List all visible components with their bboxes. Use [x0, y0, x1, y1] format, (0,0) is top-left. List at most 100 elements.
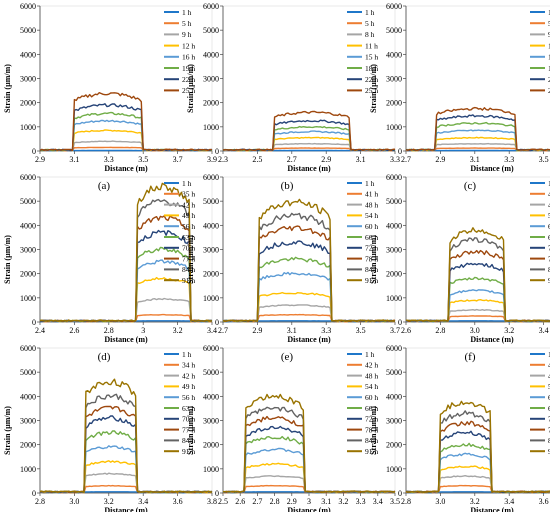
legend-entry: 84 h	[548, 436, 550, 445]
x-tick-label: 3.1	[470, 155, 480, 164]
legend-entry: 25 h	[182, 86, 195, 95]
legend-entry: 54 h	[548, 382, 550, 391]
y-tick-label: 4000	[203, 392, 219, 401]
legend-entry: 5 h	[365, 19, 375, 28]
x-tick-label: 2.9	[321, 155, 331, 164]
y-tick-label: 3000	[20, 417, 36, 426]
x-tick-label: 3.6	[539, 497, 549, 506]
legend-entry: 78 h	[548, 425, 550, 434]
x-axis-label: Distance (m)	[104, 506, 148, 512]
y-tick-label: 6000	[20, 344, 36, 353]
y-tick-label: 0	[215, 489, 219, 498]
series-line	[222, 475, 396, 494]
legend-entry: 48 h	[548, 200, 550, 209]
x-tick-label: 3.6	[173, 497, 183, 506]
legend-entry: 91 h	[365, 276, 378, 285]
y-tick-label: 2000	[386, 99, 402, 108]
series-line	[405, 400, 550, 493]
legend-entry: 91 h	[182, 447, 195, 456]
legend-entry: 77 h	[182, 425, 195, 434]
y-tick-label: 0	[32, 489, 36, 498]
x-tick-label: 3.3	[321, 326, 331, 335]
legend-entry: 1 h	[365, 350, 375, 359]
x-tick-label: 3	[307, 497, 311, 506]
series-line	[39, 119, 213, 152]
series-line	[405, 410, 550, 493]
series-line	[39, 297, 213, 323]
legend-entry: 72 h	[365, 244, 378, 253]
legend-entry: 1 h	[365, 179, 375, 188]
x-tick-label: 3.9	[207, 155, 217, 164]
series-line	[405, 114, 550, 152]
legend-entry: 42 h	[548, 361, 550, 370]
y-tick-label: 3000	[386, 75, 402, 84]
y-tick-label: 2000	[203, 99, 219, 108]
series-line	[39, 182, 213, 322]
y-axis-label: Strain (µm/m)	[186, 64, 195, 113]
series-line	[223, 304, 396, 323]
x-tick-label: 2.8	[35, 497, 45, 506]
panel-label: (d)	[98, 351, 111, 363]
legend-entry: 60 h	[548, 222, 550, 231]
y-tick-label: 5000	[20, 368, 36, 377]
legend-entry: 5 h	[548, 19, 550, 28]
legend-entry: 66 h	[548, 404, 550, 413]
y-tick-label: 1000	[20, 465, 36, 474]
y-tick-label: 1000	[386, 294, 402, 303]
legend-entry: 42 h	[365, 361, 378, 370]
x-tick-label: 2.7	[218, 326, 228, 335]
y-axis-label: Strain (µm/m)	[369, 406, 378, 455]
x-tick-label: 3.2	[504, 326, 514, 335]
chart-panel-a: 0 1000 2000 3000 4000 5000 6000 2.9 3.1 3.3 3.5 3.7…	[3, 2, 217, 192]
legend-entry: 22 h	[365, 75, 378, 84]
plot-area	[405, 5, 550, 152]
legend-entry: 78 h	[365, 425, 378, 434]
y-tick-label: 5000	[203, 197, 219, 206]
legend-entry: 48 h	[365, 371, 378, 380]
legend-entry: 25 h	[548, 86, 550, 95]
legend-entry: 49 h	[182, 382, 195, 391]
y-tick-label: 0	[398, 489, 402, 498]
x-tick-label: 3.5	[390, 497, 400, 506]
series-line	[222, 198, 396, 322]
x-tick-label: 2.8	[104, 326, 114, 335]
x-axis-label: Distance (m)	[470, 335, 514, 344]
y-tick-label: 4000	[20, 221, 36, 230]
legend-entry: 84 h	[182, 436, 195, 445]
series-line	[222, 125, 396, 152]
x-tick-label: 3.0	[435, 497, 445, 506]
chart-panel-c: 0 1000 2000 3000 4000 5000 6000 2.7 2.9 3.1 3.3 3.5…	[369, 2, 550, 192]
y-tick-label: 5000	[386, 368, 402, 377]
x-tick-label: 3.5	[539, 155, 549, 164]
legend-entry: 60 h	[365, 393, 378, 402]
x-axis-label: Distance (m)	[287, 164, 331, 173]
x-tick-label: 2.4	[35, 326, 45, 335]
y-tick-label: 0	[215, 147, 219, 156]
series-line	[405, 475, 550, 494]
legend-entry: 72 h	[548, 244, 550, 253]
x-tick-label: 3.1	[321, 497, 331, 506]
series-line	[39, 460, 213, 494]
legend-entry: 8 h	[365, 30, 375, 39]
legend-entry: 5 h	[182, 19, 192, 28]
x-tick-label: 2.9	[287, 497, 297, 506]
x-tick-label: 2.9	[435, 155, 445, 164]
chart-panel-d: 0 1000 2000 3000 4000 5000 6000 2.4 2.6 2.8 3 3.2 3.…	[3, 173, 217, 363]
series-line	[405, 465, 550, 494]
x-tick-label: 2.5	[218, 497, 228, 506]
x-tick-label: 3.2	[173, 326, 183, 335]
x-tick-label: 2.6	[69, 326, 79, 335]
x-tick-label: 3.3	[356, 497, 366, 506]
legend-entry: 12 h	[548, 41, 550, 50]
plot-area	[405, 347, 550, 494]
y-tick-label: 2000	[20, 441, 36, 450]
legend-entry: 16 h	[182, 53, 195, 62]
series-line	[405, 121, 550, 152]
y-axis-label: Strain (µm/m)	[186, 406, 195, 455]
legend-entry: 70 h	[182, 244, 195, 253]
x-tick-label: 3.2	[470, 497, 480, 506]
y-tick-label: 3000	[203, 75, 219, 84]
legend-entry: 12 h	[182, 41, 195, 50]
x-tick-label: 3.1	[69, 155, 79, 164]
y-tick-label: 3000	[20, 75, 36, 84]
